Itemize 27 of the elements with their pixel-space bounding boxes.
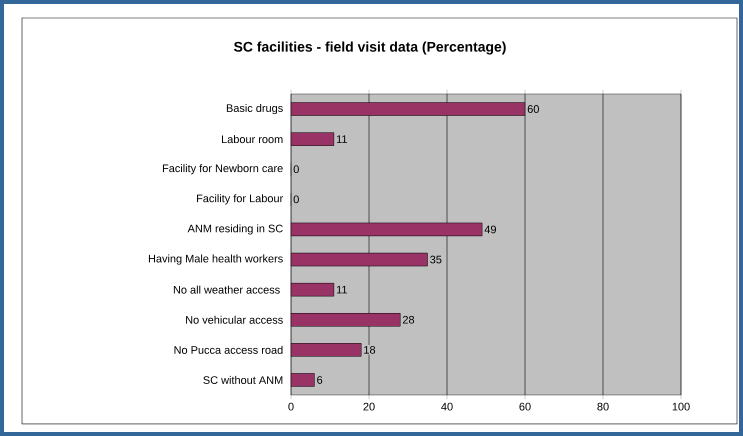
y-tick-label: Facility for Newborn care: [162, 164, 283, 174]
y-tick-label: ANM residing in SC: [188, 224, 283, 235]
x-tick-label: 40: [441, 402, 453, 411]
x-tick-label: 0: [288, 402, 294, 411]
y-tick-label: Facility for Labour: [197, 194, 284, 204]
y-tick-label: Labour room: [222, 135, 282, 144]
data-label: 28: [402, 316, 414, 324]
data-label: 35: [430, 256, 442, 264]
data-label: 49: [484, 226, 496, 234]
x-tick-label: 20: [363, 402, 375, 411]
data-label: 60: [528, 105, 539, 113]
data-label: 0: [294, 195, 299, 204]
data-label: 0: [294, 165, 299, 174]
data-label: 11: [336, 286, 347, 294]
y-tick-label: No vehicular access: [186, 316, 283, 324]
data-label: 11: [336, 135, 347, 143]
chart-title: SC facilities - field visit data (Percentage): [234, 41, 506, 55]
y-tick-label: Basic drugs: [226, 104, 283, 114]
x-tick-label: 80: [597, 402, 609, 411]
x-tick-label: 100: [672, 402, 690, 411]
x-tick-label: 60: [519, 402, 531, 411]
y-tick-label: SC without ANM: [203, 376, 282, 384]
data-label: 6: [317, 376, 322, 384]
data-label: 18: [364, 346, 376, 354]
y-tick-label: No all weather access: [174, 286, 280, 294]
y-tick-label: No Pucca access road: [174, 346, 283, 354]
y-tick-label: Having Male health workers: [148, 254, 283, 265]
